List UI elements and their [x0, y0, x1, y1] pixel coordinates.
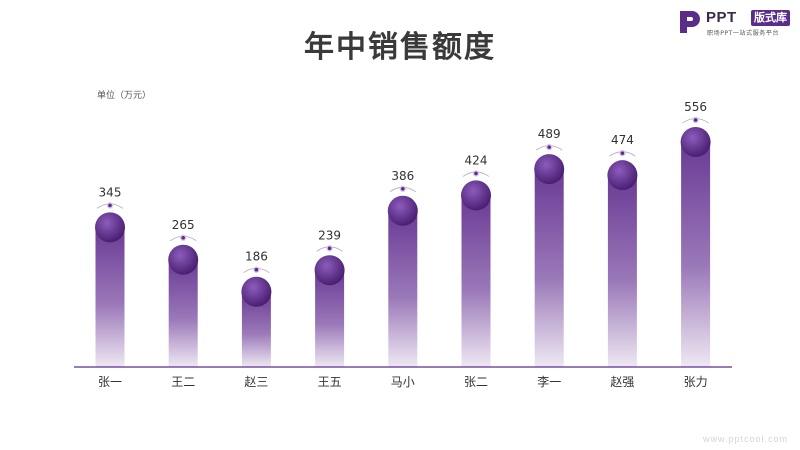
brand-logo: PPT 版式库 职场PPT一站式服务平台 — [678, 8, 796, 38]
data-label-9: 556 — [684, 100, 707, 114]
bar-dot-4 — [327, 246, 332, 251]
data-label-7: 489 — [538, 127, 561, 141]
bar-dot-1 — [108, 203, 112, 208]
bar-8 — [607, 175, 637, 367]
bar-dot-3 — [254, 267, 259, 272]
logo-tagline: 职场PPT一站式服务平台 — [707, 30, 780, 37]
x-tick-label-6: 张二 — [464, 375, 488, 389]
data-label-2: 265 — [172, 218, 195, 232]
logo-brand-text: PPT — [706, 9, 737, 26]
bar-dot-5 — [401, 186, 405, 191]
data-label-6: 424 — [465, 153, 488, 167]
ppt-logo-icon — [680, 11, 700, 33]
bar-9 — [681, 142, 711, 367]
bar-4 — [315, 270, 345, 367]
bar-dot-7 — [547, 145, 551, 149]
x-tick-label-3: 赵三 — [244, 375, 268, 389]
logo-badge: 版式库 — [751, 10, 790, 26]
data-label-5: 386 — [391, 169, 414, 183]
x-tick-label-5: 马小 — [391, 375, 415, 389]
bar-ball-1 — [95, 212, 125, 243]
x-tick-label-9: 张力 — [684, 375, 708, 389]
bar-dot-9 — [693, 118, 698, 122]
data-label-4: 239 — [318, 228, 341, 242]
bar-ball-2 — [168, 244, 199, 275]
bar-ball-4 — [314, 255, 345, 286]
bar-7 — [534, 169, 564, 367]
data-label-1: 345 — [99, 185, 122, 199]
bar-2 — [168, 259, 198, 367]
bar-dot-6 — [474, 171, 478, 176]
x-tick-label-7: 李一 — [537, 374, 561, 389]
bar-dot-8 — [620, 151, 625, 155]
bar-ball-3 — [241, 276, 272, 307]
bar-ball-5 — [387, 195, 418, 226]
bar-5 — [388, 210, 418, 367]
bar-ball-9 — [680, 127, 711, 157]
bar-6 — [461, 195, 491, 367]
bar-dot-2 — [181, 235, 185, 240]
data-label-3: 186 — [245, 250, 268, 264]
unit-label: 单位（万元） — [97, 91, 152, 101]
chart-title: 年中销售额度 — [304, 30, 496, 65]
x-tick-label-8: 赵强 — [610, 375, 634, 389]
watermark: www.pptcool.com — [702, 434, 788, 444]
data-label-8: 474 — [611, 133, 634, 147]
x-tick-label-1: 张一 — [98, 375, 122, 389]
x-tick-label-2: 王二 — [171, 375, 195, 389]
bar-ball-8 — [607, 160, 638, 191]
bar-ball-7 — [534, 154, 565, 185]
x-tick-label-4: 王五 — [318, 375, 342, 389]
bar-1 — [95, 227, 125, 367]
bar-ball-6 — [461, 180, 491, 211]
